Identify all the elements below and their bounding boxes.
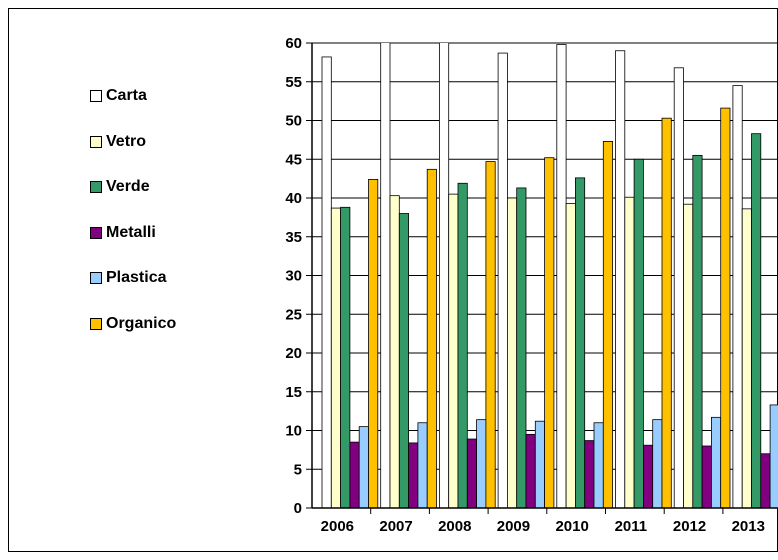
legend-item-carta: Carta	[90, 86, 147, 106]
bar-carta-2006	[321, 56, 332, 509]
y-tick-label-60: 60	[285, 35, 302, 52]
bar-vetro-2007	[389, 195, 400, 509]
y-tick-label-0: 0	[294, 500, 302, 517]
bar-verde-2013	[751, 133, 762, 509]
bar-organico-2009	[544, 157, 555, 509]
bar-carta-2012	[673, 67, 684, 509]
y-tick-label-50: 50	[285, 113, 302, 130]
legend-swatch-carta	[90, 90, 102, 102]
bar-vetro-2010	[565, 203, 576, 509]
bar-organico-2008	[485, 161, 496, 509]
bar-carta-2013	[732, 85, 743, 509]
bar-metalli-2009	[525, 433, 536, 509]
bar-vetro-2012	[683, 203, 694, 509]
x-tick-label-2008: 2008	[438, 518, 471, 535]
bar-plastica-2010	[593, 422, 604, 509]
bar-organico-2011	[661, 117, 672, 509]
bar-metalli-2013	[760, 453, 771, 509]
y-tick-label-35: 35	[285, 229, 302, 246]
legend-swatch-verde	[90, 181, 102, 193]
bar-carta-2007	[380, 43, 391, 509]
legend-label-carta: Carta	[106, 87, 147, 104]
bar-plastica-2011	[652, 419, 663, 509]
y-tick-label-10: 10	[285, 423, 302, 440]
y-tick-label-45: 45	[285, 151, 302, 168]
bar-carta-2011	[615, 50, 626, 509]
x-tick-label-2010: 2010	[555, 518, 588, 535]
bar-metalli-2007	[408, 442, 419, 509]
bar-metalli-2012	[701, 445, 712, 509]
y-tick-label-20: 20	[285, 345, 302, 362]
bar-verde-2008	[457, 182, 468, 509]
bar-carta-2008	[438, 43, 450, 509]
bar-metalli-2008	[466, 438, 477, 509]
legend-swatch-vetro	[90, 135, 102, 148]
bar-metalli-2011	[643, 444, 654, 509]
x-tick-label-2012: 2012	[673, 518, 706, 535]
legend-item-verde: Verde	[90, 177, 150, 197]
legend-label-organico: Organico	[106, 314, 177, 332]
y-tick-label-30: 30	[285, 268, 302, 285]
bar-organico-2006	[368, 178, 379, 509]
x-tick-label-2009: 2009	[497, 518, 530, 535]
y-tick-label-25: 25	[285, 306, 302, 323]
bar-plastica-2007	[417, 422, 428, 509]
y-tick-label-55: 55	[285, 74, 302, 91]
legend-swatch-metalli	[90, 226, 102, 239]
legend-swatch-plastica	[90, 272, 102, 284]
bar-verde-2012	[692, 154, 703, 509]
legend-label-verde: Verde	[106, 178, 150, 195]
bar-plastica-2006	[358, 426, 369, 509]
bar-metalli-2006	[349, 441, 360, 509]
x-tick-label-2013: 2013	[732, 518, 765, 535]
bar-carta-2009	[497, 52, 508, 509]
bar-vetro-2006	[330, 207, 341, 509]
bar-plastica-2012	[711, 416, 722, 509]
bar-verde-2009	[516, 187, 527, 509]
bar-carta-2010	[556, 44, 567, 509]
legend-label-vetro: Vetro	[106, 132, 147, 150]
y-tick-label-40: 40	[285, 190, 302, 207]
bar-plastica-2008	[476, 419, 487, 509]
bar-verde-2010	[575, 177, 586, 509]
x-tick-label-2011: 2011	[615, 518, 648, 535]
bar-metalli-2010	[584, 440, 595, 509]
bar-vetro-2013	[741, 208, 752, 509]
bar-vetro-2011	[624, 196, 635, 509]
x-tick-label-2006: 2006	[321, 518, 354, 535]
legend-label-plastica: Plastica	[106, 269, 167, 286]
y-tick-label-15: 15	[285, 384, 302, 401]
bar-vetro-2008	[448, 193, 459, 509]
y-tick-label-5: 5	[294, 461, 302, 478]
bar-plastica-2013	[769, 404, 778, 509]
legend-item-plastica: Plastica	[90, 268, 166, 288]
x-tick-label-2007: 2007	[379, 518, 412, 535]
legend-swatch-organico	[90, 317, 102, 330]
bar-plastica-2009	[534, 420, 545, 509]
bar-verde-2006	[340, 206, 351, 509]
bars-group	[321, 43, 778, 509]
legend-item-metalli: Metalli	[90, 223, 156, 243]
legend-label-metalli: Metalli	[106, 223, 156, 241]
legend-item-organico: Organico	[90, 314, 176, 334]
legend-item-vetro: Vetro	[90, 132, 146, 152]
bar-vetro-2009	[506, 197, 518, 509]
bar-organico-2010	[602, 141, 613, 509]
bar-verde-2011	[633, 158, 644, 509]
bar-organico-2007	[426, 168, 437, 509]
bar-organico-2012	[720, 107, 731, 509]
bar-verde-2007	[398, 213, 409, 509]
